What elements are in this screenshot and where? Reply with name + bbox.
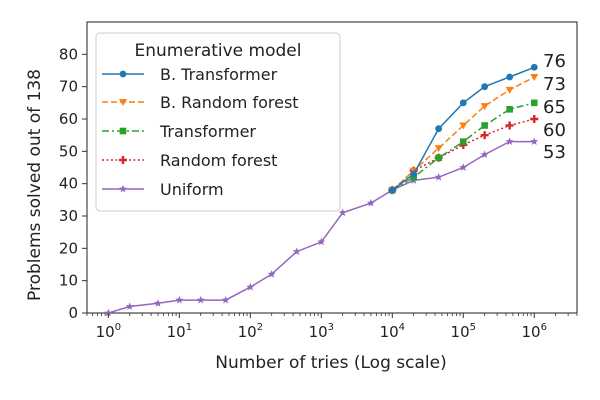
data-point: [410, 170, 418, 178]
data-point: [506, 73, 514, 81]
legend-marker: [119, 184, 127, 193]
data-point: [292, 247, 301, 255]
data-point: [505, 86, 514, 94]
data-point: [459, 163, 468, 171]
data-point: [530, 63, 538, 71]
data-point: [480, 150, 489, 158]
data-point: [435, 125, 443, 133]
x-tick-label: 105: [451, 322, 476, 341]
data-point: [505, 137, 514, 146]
end-label: 76: [543, 51, 566, 72]
x-tick-label: 104: [380, 322, 405, 341]
legend-entry: B. Random forest: [102, 93, 299, 112]
y-tick-label: 40: [59, 175, 78, 193]
legend-entry: Uniform: [102, 180, 224, 199]
x-axis-label: Number of tries (Log scale): [215, 353, 446, 373]
data-point: [480, 103, 489, 111]
y-tick-label: 80: [59, 45, 78, 63]
legend-label: B. Random forest: [160, 93, 299, 112]
data-point: [434, 145, 443, 153]
x-tick-label: 102: [238, 322, 263, 341]
data-point: [481, 122, 488, 129]
legend-entry: Random forest: [102, 151, 277, 170]
data-point: [317, 237, 326, 246]
legend-entry: Transformer: [102, 122, 256, 141]
plot-frame: [86, 21, 578, 314]
end-label: 60: [543, 120, 566, 141]
x-axis: 100 101 102 103 104 105 106: [86, 313, 578, 341]
data-point: [221, 295, 230, 304]
data-point: [175, 295, 184, 304]
data-point: [459, 138, 467, 145]
series-b-transformer: [388, 63, 538, 194]
legend-title: Enumerative model: [135, 41, 302, 61]
x-tick-label: 103: [309, 322, 334, 341]
data-point: [481, 83, 489, 91]
y-axis-label: Problems solved out of 138: [25, 69, 45, 301]
x-tick-label: 106: [522, 322, 547, 341]
data-point: [530, 73, 539, 81]
y-tick-label: 20: [59, 239, 78, 257]
legend-marker: [119, 70, 127, 78]
data-point: [246, 282, 255, 291]
data-point: [434, 173, 443, 181]
x-tick-label: 101: [167, 322, 192, 341]
y-tick-label: 30: [59, 207, 78, 225]
end-label: 65: [543, 97, 566, 118]
legend-label: Random forest: [160, 151, 277, 170]
data-point: [153, 299, 162, 307]
legend-label: Transformer: [159, 122, 256, 141]
data-point: [435, 154, 442, 162]
legend-marker: [119, 127, 127, 135]
data-point: [530, 137, 539, 146]
series-layer: [104, 63, 539, 317]
y-tick-label: 10: [59, 272, 78, 290]
data-point: [506, 106, 513, 113]
legend-entry: B. Transformer: [102, 65, 278, 84]
legend-marker: [119, 156, 127, 164]
data-point: [338, 208, 347, 217]
y-tick-label: 50: [59, 142, 78, 160]
data-point: [196, 295, 205, 304]
legend-label: B. Transformer: [160, 65, 278, 84]
y-tick-label: 0: [68, 304, 78, 322]
data-point: [366, 198, 375, 207]
data-point: [459, 99, 467, 107]
y-axis: 0 10 20 30 40 50 60 70 80: [59, 45, 87, 322]
x-tick-label: 100: [96, 322, 121, 341]
series-uniform: [104, 137, 539, 317]
data-point: [104, 308, 113, 317]
data-point: [505, 121, 514, 130]
data-point: [480, 131, 489, 140]
legend-box: [95, 32, 341, 212]
y-tick-label: 60: [59, 110, 78, 128]
plot-area: [86, 21, 578, 314]
data-point: [388, 186, 396, 194]
data-point: [125, 302, 134, 310]
legend-marker: [119, 99, 127, 106]
data-point: [530, 115, 539, 123]
end-label: 73: [543, 74, 566, 95]
y-tick-label: 70: [59, 78, 78, 96]
legend: Enumerative model B. Transformer B. Random…: [95, 32, 341, 212]
data-point: [267, 270, 276, 278]
end-label: 53: [543, 142, 566, 163]
data-point: [530, 99, 538, 107]
legend-label: Uniform: [160, 180, 224, 199]
data-point: [459, 122, 468, 130]
